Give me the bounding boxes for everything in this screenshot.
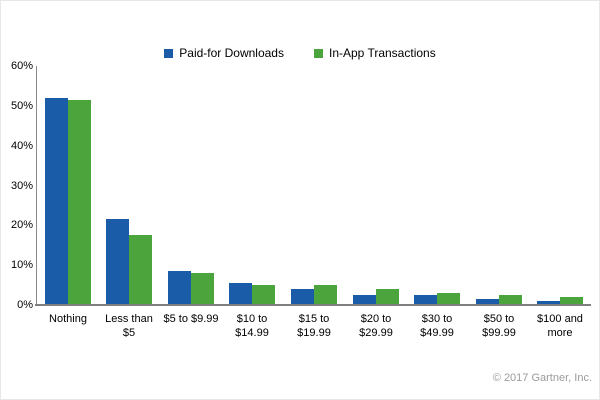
legend-label: Paid-for Downloads <box>179 46 284 60</box>
y-axis-tick-label: 50% <box>10 99 33 112</box>
x-axis-category-label: $10 to $14.99 <box>235 313 269 339</box>
bar-in-app-transactions <box>376 289 399 305</box>
bar-paid-for-downloads <box>45 98 68 305</box>
y-axis-tick-label: 60% <box>10 60 33 72</box>
bar-paid-for-downloads <box>476 299 499 305</box>
x-axis-category-label: $30 to $49.99 <box>420 313 454 339</box>
legend-swatch-green-icon <box>313 48 323 58</box>
y-axis-tick-label: 0% <box>17 299 33 311</box>
x-axis-category-label: Less than $5 <box>105 313 153 339</box>
chart-legend: Paid-for Downloads In-App Transactions <box>1 46 599 60</box>
y-axis-tick-label: 20% <box>10 219 33 232</box>
y-axis-tick-label: 30% <box>10 179 33 192</box>
copyright-notice: © 2017 Gartner, Inc. <box>492 372 592 384</box>
bar-paid-for-downloads <box>537 301 560 305</box>
bar-in-app-transactions <box>437 293 460 305</box>
y-axis-line <box>36 66 37 305</box>
bar-paid-for-downloads <box>229 283 252 305</box>
bar-in-app-transactions <box>314 285 337 305</box>
bar-in-app-transactions <box>68 100 91 305</box>
x-axis-category-label: Nothing <box>49 313 87 325</box>
bar-in-app-transactions <box>499 295 522 305</box>
x-axis-category-label: $5 to $9.99 <box>163 313 219 325</box>
bar-paid-for-downloads <box>291 289 314 305</box>
bar-paid-for-downloads <box>106 219 129 305</box>
bar-paid-for-downloads <box>414 295 437 305</box>
x-axis-category-label: $100 and more <box>537 313 583 339</box>
y-axis-tick-label: 40% <box>10 139 33 152</box>
bar-paid-for-downloads <box>168 271 191 305</box>
bar-in-app-transactions <box>560 297 583 305</box>
y-axis-tick-label: 10% <box>10 259 33 272</box>
bar-in-app-transactions <box>129 235 152 305</box>
legend-label: In-App Transactions <box>328 46 436 60</box>
x-axis-category-label: $20 to $29.99 <box>359 313 393 339</box>
bar-in-app-transactions <box>252 285 275 305</box>
x-axis-line <box>35 304 591 306</box>
x-axis-category-label: $50 to $99.99 <box>482 313 516 339</box>
legend-item-paid-for-downloads: Paid-for Downloads <box>164 46 284 60</box>
legend-swatch-blue-icon <box>164 48 174 58</box>
bar-in-app-transactions <box>191 273 214 305</box>
bar-paid-for-downloads <box>353 295 376 305</box>
legend-item-in-app-transactions: In-App Transactions <box>313 46 436 60</box>
x-axis-category-label: $15 to $19.99 <box>297 313 331 339</box>
